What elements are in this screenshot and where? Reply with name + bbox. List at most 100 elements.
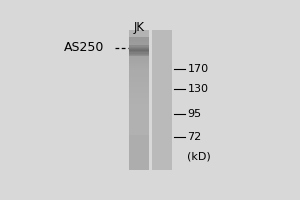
Bar	[152, 89, 172, 90]
Bar	[129, 79, 148, 81]
Bar	[129, 106, 148, 107]
Bar	[129, 108, 148, 110]
Bar	[152, 73, 172, 75]
Bar	[152, 135, 172, 137]
Bar	[152, 134, 172, 135]
Bar	[152, 121, 172, 123]
Bar	[129, 163, 148, 165]
Bar	[152, 96, 172, 97]
Bar	[152, 94, 172, 96]
Bar	[152, 152, 172, 153]
Bar	[129, 80, 148, 82]
Bar	[152, 99, 172, 100]
Bar	[129, 117, 148, 118]
Bar	[129, 82, 148, 83]
Bar	[129, 140, 148, 141]
Bar	[152, 168, 172, 169]
Bar	[129, 119, 148, 120]
Bar	[152, 45, 172, 47]
Bar	[129, 94, 148, 96]
Bar	[152, 83, 172, 84]
Bar	[152, 56, 172, 57]
Bar	[152, 38, 172, 40]
Bar	[129, 156, 148, 158]
Bar	[129, 85, 148, 86]
Bar	[152, 78, 172, 79]
Bar	[152, 155, 172, 156]
Bar	[129, 113, 148, 114]
Bar	[152, 75, 172, 76]
Text: AS250: AS250	[64, 41, 104, 54]
Bar	[129, 62, 148, 63]
Bar	[152, 86, 172, 88]
Bar	[152, 34, 172, 35]
Bar	[129, 141, 148, 142]
Bar	[152, 146, 172, 147]
Bar	[152, 41, 172, 42]
Bar	[129, 90, 148, 91]
Text: 130: 130	[188, 84, 208, 94]
Bar	[129, 40, 148, 41]
Bar	[129, 131, 148, 132]
Bar	[129, 64, 148, 65]
Bar	[152, 108, 172, 110]
Bar	[152, 54, 172, 55]
Bar	[129, 30, 148, 31]
Bar	[129, 65, 148, 67]
Bar	[152, 76, 172, 77]
Bar	[152, 153, 172, 154]
Bar	[152, 136, 172, 138]
Bar	[129, 169, 148, 170]
Bar	[129, 77, 148, 78]
Bar	[129, 143, 148, 145]
Bar	[129, 71, 148, 72]
Bar	[152, 48, 172, 49]
Bar	[129, 45, 148, 47]
Bar	[152, 80, 172, 82]
Bar	[129, 76, 148, 77]
Bar	[152, 65, 172, 67]
Bar	[129, 100, 148, 102]
Bar	[152, 122, 172, 124]
Bar	[152, 101, 172, 103]
Bar	[152, 139, 172, 140]
Bar	[129, 147, 148, 148]
Bar	[152, 42, 172, 43]
Bar	[152, 169, 172, 170]
Bar	[129, 31, 148, 33]
Bar	[152, 79, 172, 81]
Text: JK: JK	[134, 21, 145, 34]
Bar	[152, 70, 172, 71]
Bar	[152, 85, 172, 86]
Bar	[129, 52, 148, 54]
Bar	[129, 54, 148, 55]
Bar	[129, 97, 148, 98]
Bar	[129, 125, 148, 126]
Bar	[152, 36, 172, 37]
Bar	[152, 97, 172, 98]
Bar	[129, 154, 148, 155]
Bar	[129, 89, 148, 90]
Bar	[152, 117, 172, 118]
Bar	[129, 148, 148, 149]
Bar	[129, 75, 148, 76]
Bar	[129, 111, 148, 112]
Bar	[152, 100, 172, 102]
Bar	[152, 110, 172, 111]
Bar	[152, 66, 172, 68]
Bar	[152, 30, 172, 31]
Bar	[152, 149, 172, 151]
Bar	[129, 150, 148, 152]
Bar	[129, 134, 148, 135]
Bar	[152, 157, 172, 159]
Bar	[152, 148, 172, 149]
Bar	[152, 57, 172, 58]
Bar	[129, 48, 148, 49]
Bar	[152, 98, 172, 99]
Bar	[129, 152, 148, 153]
Bar	[152, 129, 172, 131]
Bar	[152, 84, 172, 85]
Bar	[152, 51, 172, 53]
Bar	[152, 58, 172, 60]
Bar	[129, 112, 148, 113]
